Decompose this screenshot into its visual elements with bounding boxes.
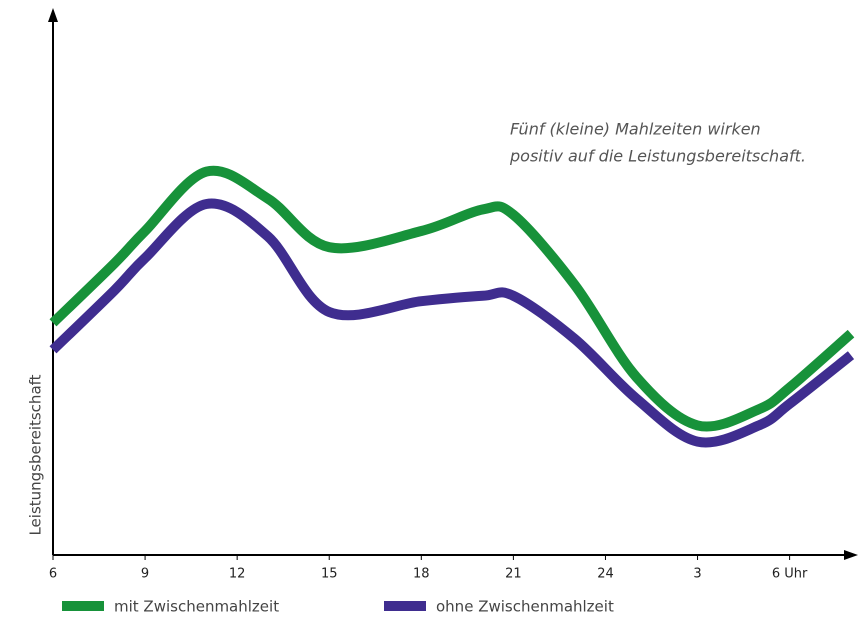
legend-label: ohne Zwischenmahlzeit	[436, 598, 614, 616]
x-tick-label: 9	[141, 567, 149, 582]
annotation: positiv auf die Leistungsbereitschaft.	[509, 147, 806, 166]
y-axis-label: Leistungsbereitschaft	[27, 374, 45, 535]
annotation: Fünf (kleine) Mahlzeiten wirken	[510, 120, 761, 139]
page: {"chart_data": { "type": "line", "y_labe…	[0, 0, 861, 624]
x-tick-label: 18	[413, 567, 430, 582]
line-series	[53, 204, 851, 443]
x-tick-label: 15	[321, 567, 338, 582]
x-tick-label: 3	[693, 567, 701, 582]
x-tick-label: 6	[49, 567, 57, 582]
legend-label: mit Zwischenmahlzeit	[114, 598, 279, 616]
y-axis-arrow	[48, 8, 58, 22]
chart: Leistungsbereitschaft Fünf (kleine) Mahl…	[0, 0, 861, 624]
x-tick-label: 12	[229, 567, 246, 582]
x-tick-label: 21	[505, 567, 522, 582]
legend-swatch	[62, 601, 104, 611]
x-tick-label: 6 Uhr	[772, 567, 808, 582]
x-tick-label: 24	[597, 567, 614, 582]
x-axis-arrow	[844, 550, 858, 560]
legend-swatch	[384, 601, 426, 611]
